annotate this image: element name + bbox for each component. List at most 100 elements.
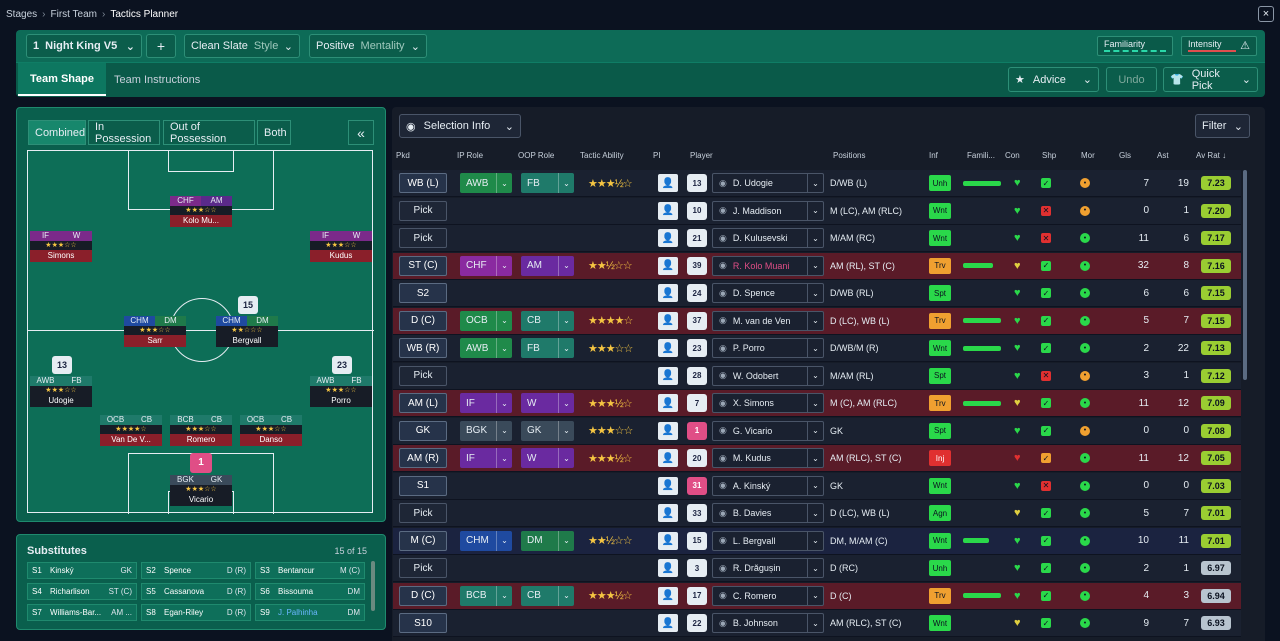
pitch-player-udogie[interactable]: 13 AWB FB ★★★☆☆ Udogie [30, 356, 92, 407]
col-shp[interactable]: Shp [1042, 151, 1057, 160]
player-instructions-icon[interactable]: 👤 [658, 201, 678, 220]
quick-pick-button[interactable]: 👕 Quick Pick ⌄ [1163, 67, 1258, 92]
oop-role-dropdown[interactable]: FB ⌄ [521, 173, 574, 193]
player-instructions-icon[interactable]: 👤 [658, 421, 678, 440]
pitch-player-danso[interactable]: OCB CB ★★★☆☆ Danso [240, 415, 302, 446]
player-dropdown[interactable]: ◉ P. Porro ⌄ [712, 338, 824, 358]
col-av-rat[interactable]: Av Rat ↓ [1196, 151, 1226, 160]
ip-role-dropdown[interactable]: IF ⌄ [460, 393, 512, 413]
player-dropdown[interactable]: ◉ M. Kudus ⌄ [712, 448, 824, 468]
player-dropdown[interactable]: ◉ M. van de Ven ⌄ [712, 310, 824, 331]
view-in-possession[interactable]: In Possession [88, 120, 160, 145]
player-instructions-icon[interactable]: 👤 [658, 586, 678, 605]
table-row[interactable]: WB (R) AWB ⌄ FB ⌄ ★★★☆☆ 👤 23 ◉ P. Porro ⌄ D/WB/M (R… [393, 335, 1241, 362]
selection-info-dropdown[interactable]: ◉ Selection Info ⌄ [399, 114, 521, 138]
pkd-selector[interactable]: WB (R) [399, 338, 447, 358]
tab-team-shape[interactable]: Team Shape [18, 63, 106, 96]
pkd-selector[interactable]: WB (L) [399, 173, 447, 193]
sub-item[interactable]: S2 Spence D (R) [141, 562, 251, 579]
oop-role-dropdown[interactable]: CB ⌄ [521, 585, 574, 606]
player-instructions-icon[interactable]: 👤 [658, 174, 678, 192]
pitch-player-vicario[interactable]: 1 BGK GK ★★★☆☆ Vicario [170, 453, 232, 506]
oop-role-dropdown[interactable]: AM ⌄ [521, 255, 574, 276]
player-dropdown[interactable]: ◉ D. Udogie ⌄ [712, 173, 824, 193]
tab-team-instructions[interactable]: Team Instructions [114, 73, 201, 86]
mentality-dropdown[interactable]: Positive Mentality ⌄ [309, 34, 427, 58]
player-instructions-icon[interactable]: 👤 [658, 366, 678, 385]
oop-role-dropdown[interactable]: W ⌄ [521, 448, 574, 468]
col-player[interactable]: Player [690, 151, 713, 160]
pkd-selector[interactable]: AM (L) [399, 393, 447, 413]
pkd-selector[interactable]: Pick [399, 228, 447, 248]
breadcrumb-stages[interactable]: Stages [6, 8, 38, 20]
table-row[interactable]: AM (R) IF ⌄ W ⌄ ★★★½☆ 👤 20 ◉ M. Kudus ⌄ AM (RLC), S… [393, 445, 1241, 472]
sub-item[interactable]: S3 Bentancur M (C) [255, 562, 365, 579]
col-mor[interactable]: Mor [1081, 151, 1095, 160]
pitch-player-porro[interactable]: 23 AWB FB ★★★☆☆ Porro [310, 356, 372, 407]
player-instructions-icon[interactable]: 👤 [658, 394, 678, 412]
view-combined[interactable]: Combined [28, 120, 86, 145]
filter-dropdown[interactable]: Filter ⌄ [1195, 114, 1250, 138]
table-row[interactable]: D (C) BCB ⌄ CB ⌄ ★★★½☆ 👤 17 ◉ C. Romero ⌄ D (C) Trv ♥… [393, 582, 1241, 610]
table-row[interactable]: Pick 👤 21 ◉ D. Kulusevski ⌄ M/AM (RC) Wnt ♥ ✕ • 11 6… [393, 225, 1241, 252]
oop-role-dropdown[interactable]: CB ⌄ [521, 310, 574, 331]
player-instructions-icon[interactable]: 👤 [658, 559, 678, 577]
table-row[interactable]: Pick 👤 33 ◉ B. Davies ⌄ D (LC), WB (L) Agn ♥ ✓ • 5 7… [393, 500, 1241, 527]
player-instructions-icon[interactable]: 👤 [658, 311, 678, 330]
table-row[interactable]: S2 👤 24 ◉ D. Spence ⌄ D/WB (RL) Spt ♥ ✓ • 6 6 7.15 [393, 280, 1241, 307]
table-row[interactable]: S10 👤 22 ◉ B. Johnson ⌄ AM (RLC), ST (C) Wnt ♥ ✓ •… [393, 610, 1241, 637]
player-instructions-icon[interactable]: 👤 [658, 449, 678, 467]
pkd-selector[interactable]: S10 [399, 613, 447, 633]
pkd-selector[interactable]: ST (C) [399, 255, 447, 276]
table-row[interactable]: Pick 👤 10 ◉ J. Maddison ⌄ M (LC), AM (RLC) Wnt ♥… [393, 197, 1241, 225]
player-dropdown[interactable]: ◉ C. Romero ⌄ [712, 585, 824, 606]
player-instructions-icon[interactable]: 👤 [658, 531, 678, 550]
table-row[interactable]: Pick 👤 28 ◉ W. Odobert ⌄ M/AM (RL) Spt ♥ ✕ • 3 1 7.12 [393, 362, 1241, 390]
close-icon[interactable]: × [1258, 6, 1274, 22]
pkd-selector[interactable]: S2 [399, 283, 447, 303]
ip-role-dropdown[interactable]: IF ⌄ [460, 448, 512, 468]
table-row[interactable]: WB (L) AWB ⌄ FB ⌄ ★★★½☆ 👤 13 ◉ D. Udogie ⌄ D/WB (L)… [393, 170, 1241, 197]
table-row[interactable]: AM (L) IF ⌄ W ⌄ ★★★½☆ 👤 7 ◉ X. Simons ⌄ M (C), AM (… [393, 390, 1241, 417]
oop-role-dropdown[interactable]: GK ⌄ [521, 420, 574, 441]
pkd-selector[interactable]: D (C) [399, 310, 447, 331]
table-row[interactable]: ST (C) CHF ⌄ AM ⌄ ★★½☆☆ 👤 39 ◉ R. Kolo Muani ⌄ AM (… [393, 252, 1241, 280]
oop-role-dropdown[interactable]: DM ⌄ [521, 530, 574, 551]
pitch-player-van-de-ven[interactable]: OCB CB ★★★★☆ Van De V... [100, 415, 162, 446]
player-dropdown[interactable]: ◉ G. Vicario ⌄ [712, 420, 824, 441]
player-instructions-icon[interactable]: 👤 [658, 476, 678, 495]
sub-item[interactable]: S1 Kinský GK [27, 562, 137, 579]
intensity-indicator[interactable]: Intensity ⚠ [1181, 36, 1257, 56]
pkd-selector[interactable]: Pick [399, 503, 447, 523]
table-row[interactable]: D (C) OCB ⌄ CB ⌄ ★★★★☆ 👤 37 ◉ M. van de Ven ⌄ D (LC… [393, 307, 1241, 335]
table-row[interactable]: GK BGK ⌄ GK ⌄ ★★★☆☆ 👤 1 ◉ G. Vicario ⌄ GK Spt ♥ ✓ • 0 0 7.… [393, 417, 1241, 445]
player-instructions-icon[interactable]: 👤 [658, 504, 678, 522]
advice-button[interactable]: ★ Advice ⌄ [1008, 67, 1099, 92]
pkd-selector[interactable]: S1 [399, 475, 447, 496]
pitch-player-bergvall[interactable]: 15 CHM DM ★★☆☆☆ Bergvall [216, 296, 278, 347]
col-pi[interactable]: PI [653, 151, 661, 160]
pitch-player-simons[interactable]: IF W ★★★☆☆ Simons [30, 231, 92, 262]
player-instructions-icon[interactable]: 👤 [658, 284, 678, 302]
pitch-player-kudus[interactable]: IF W ★★★☆☆ Kudus [310, 231, 372, 262]
col-inf[interactable]: Inf [929, 151, 938, 160]
table-scrollbar[interactable] [1243, 170, 1247, 380]
player-dropdown[interactable]: ◉ R. Kolo Muani ⌄ [712, 255, 824, 276]
player-dropdown[interactable]: ◉ D. Kulusevski ⌄ [712, 228, 824, 248]
style-dropdown[interactable]: Clean Slate Style ⌄ [184, 34, 300, 58]
oop-role-dropdown[interactable]: W ⌄ [521, 393, 574, 413]
col-familiarity[interactable]: Famili... [967, 151, 995, 160]
col-pkd[interactable]: Pkd [396, 151, 410, 160]
ip-role-dropdown[interactable]: AWB ⌄ [460, 173, 512, 193]
sub-item[interactable]: S5 Cassanova D (R) [141, 583, 251, 600]
col-oop-role[interactable]: OOP Role [518, 151, 555, 160]
pkd-selector[interactable]: Pick [399, 558, 447, 578]
col-ast[interactable]: Ast [1157, 151, 1169, 160]
pkd-selector[interactable]: D (C) [399, 585, 447, 606]
add-tactic-button[interactable]: + [146, 34, 176, 58]
player-dropdown[interactable]: ◉ A. Kinský ⌄ [712, 475, 824, 496]
pkd-selector[interactable]: M (C) [399, 530, 447, 551]
col-positions[interactable]: Positions [833, 151, 866, 160]
pkd-selector[interactable]: Pick [399, 200, 447, 221]
pkd-selector[interactable]: GK [399, 420, 447, 441]
